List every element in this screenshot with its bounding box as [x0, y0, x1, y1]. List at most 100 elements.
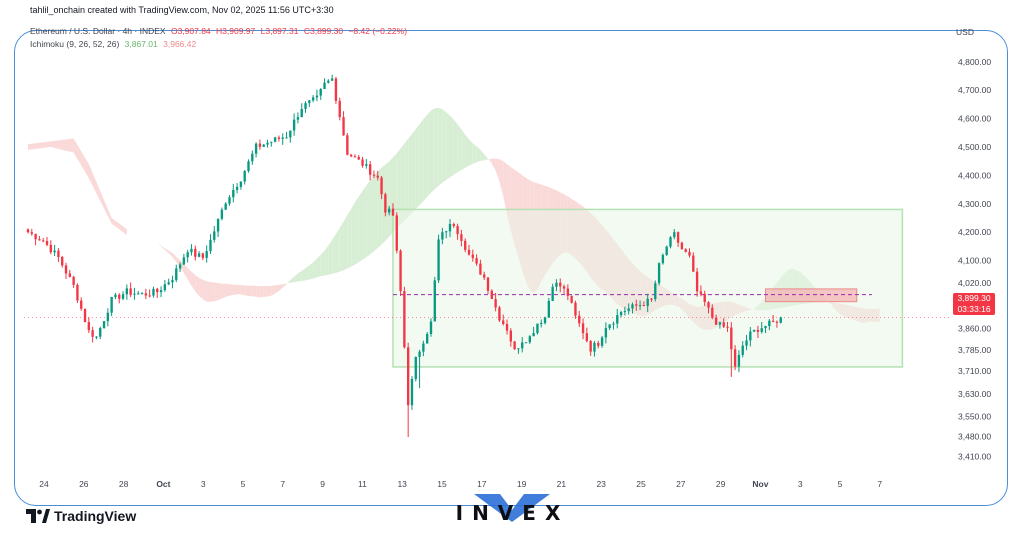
ichimoku-cloud-segment: [164, 248, 169, 254]
x-axis-tick-label: 24: [39, 479, 49, 489]
candle-body: [711, 307, 714, 318]
x-axis-tick-label: 29: [716, 479, 726, 489]
ichimoku-cloud-segment: [480, 149, 485, 162]
candle-body: [247, 161, 250, 172]
ichimoku-cloud-segment: [145, 238, 150, 241]
ichimoku-cloud-segment: [202, 279, 207, 302]
y-axis-tick-label: 3,550.00: [958, 412, 991, 422]
ichimoku-cloud-segment: [183, 263, 188, 280]
candle-body: [368, 164, 372, 175]
ichimoku-value-1: 3,867.01: [124, 39, 158, 49]
ichimoku-cloud-segment: [324, 245, 329, 276]
x-axis-tick-label: 3: [798, 479, 803, 489]
ichimoku-cloud-segment: [332, 233, 336, 274]
x-axis-tick-label: 11: [358, 479, 367, 489]
candle-body: [593, 342, 596, 352]
candle-body: [574, 302, 577, 316]
y-axis-tick-label: 4,600.00: [958, 114, 991, 124]
candle-body: [205, 251, 208, 258]
bar-countdown: 03:33:16: [957, 304, 991, 314]
candle-body: [612, 323, 615, 325]
x-axis-tick-label: 3: [201, 479, 206, 489]
candle-body: [346, 135, 349, 155]
candle-body: [304, 103, 307, 109]
candle-body: [243, 171, 246, 182]
ichimoku-cloud-segment: [343, 215, 348, 271]
ichimoku-cloud-segment: [328, 239, 333, 275]
candle-body: [467, 249, 471, 255]
candle-body: [418, 351, 421, 357]
ichimoku-cloud-segment: [267, 285, 272, 297]
candle-body: [49, 244, 52, 253]
candle-body: [83, 308, 87, 323]
ichimoku-cloud-segment: [495, 158, 500, 182]
x-axis-tick-label: 7: [877, 479, 882, 489]
candle-body: [597, 342, 600, 346]
ichimoku-cloud-segment: [305, 265, 310, 281]
candle-body: [395, 215, 398, 251]
symbol-name[interactable]: Ethereum / U.S. Dollar · 4h · INDEX: [30, 26, 166, 36]
candle-body: [220, 209, 224, 219]
candle-body: [365, 164, 368, 166]
ichimoku-value-2: 3,966.42: [163, 39, 197, 49]
ichimoku-cloud-segment: [259, 286, 264, 298]
candle-body: [578, 315, 581, 324]
candle-body: [228, 197, 231, 204]
candle-body: [87, 322, 91, 331]
candle-body: [178, 264, 182, 269]
candle-body: [262, 144, 265, 147]
ichimoku-cloud-segment: [187, 267, 192, 286]
ichimoku-cloud-segment: [438, 107, 443, 186]
candle-body: [642, 305, 646, 307]
ichimoku-name[interactable]: Ichimoku (9, 26, 52, 26): [30, 39, 120, 49]
candle-body: [384, 194, 387, 213]
candle-body: [353, 156, 357, 158]
resistance-zone-box: [765, 288, 858, 303]
ichimoku-cloud-segment: [244, 285, 249, 297]
candle-body: [361, 159, 364, 166]
candle-body: [695, 271, 699, 292]
candle-body: [635, 304, 638, 306]
high-value: H3,909.97: [216, 26, 256, 36]
candle-body: [513, 341, 516, 350]
candle-body: [197, 253, 201, 257]
candle-body: [406, 347, 410, 406]
candle-body: [190, 248, 193, 253]
candle-body: [61, 257, 64, 266]
candle-body: [34, 233, 37, 240]
ichimoku-cloud-segment: [233, 284, 238, 295]
candle-body: [91, 330, 94, 337]
candle-body: [133, 293, 136, 295]
candle-body: [749, 331, 752, 341]
candle-body: [730, 327, 733, 350]
ichimoku-cloud-segment: [278, 284, 283, 292]
ichimoku-cloud-segment: [199, 277, 203, 300]
candle-body: [559, 282, 562, 287]
candle-body: [627, 308, 630, 312]
candle-body: [251, 153, 254, 162]
candle-body: [391, 208, 395, 216]
ichimoku-cloud-segment: [396, 148, 401, 229]
candle-body: [619, 312, 623, 316]
last-price-tag: 3,899.30 03:33:16: [953, 293, 995, 315]
candle-body: [76, 284, 79, 301]
candle-body: [764, 326, 767, 329]
y-axis-tick-label: 3,630.00: [958, 389, 991, 399]
candle-body: [775, 321, 779, 323]
tradingview-logo[interactable]: TradingView: [26, 508, 136, 524]
candle-body: [756, 329, 760, 332]
ichimoku-cloud-segment: [354, 196, 359, 265]
candle-body: [38, 239, 41, 241]
ichimoku-cloud-segment: [297, 270, 302, 282]
ichimoku-cloud-segment: [130, 233, 135, 236]
candle-body: [277, 137, 281, 139]
candle-body: [330, 78, 334, 81]
ichimoku-cloud-segment: [153, 241, 158, 244]
candle-body: [532, 333, 535, 337]
ichimoku-cloud-segment: [248, 285, 253, 297]
ichimoku-cloud-segment: [415, 124, 420, 209]
x-axis-tick-label: Nov: [752, 479, 768, 489]
x-axis-tick-label: 23: [596, 479, 606, 489]
x-axis-tick-label: Oct: [156, 479, 170, 489]
